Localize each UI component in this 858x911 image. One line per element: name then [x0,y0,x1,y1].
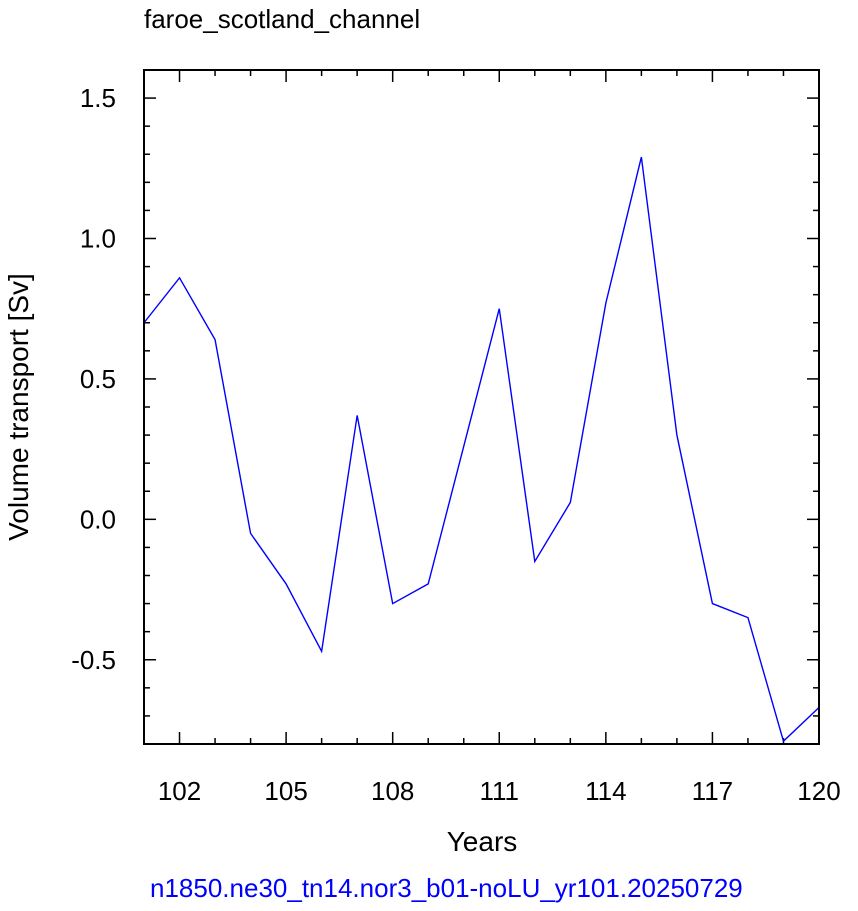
y-tick-label: 1.0 [80,224,116,254]
y-tick-label: 0.0 [80,504,116,534]
x-tick-label: 108 [371,776,414,806]
x-axis-title: Years [447,826,518,857]
plot-frame [143,69,820,745]
axis-ticks [143,69,820,745]
y-tick-label: 0.5 [80,364,116,394]
x-tick-label: 105 [264,776,307,806]
series-line [143,156,820,743]
x-tick-label: 117 [692,776,733,806]
x-tick-label: 102 [158,776,201,806]
case-name-label: n1850.ne30_tn14.nor3_b01-noLU_yr101.2025… [150,873,743,903]
y-tick-label: 1.5 [80,83,116,113]
x-tick-label: 114 [585,776,626,806]
x-tick-label: 120 [797,776,840,806]
y-tick-label: -0.5 [71,645,116,675]
y-axis-title: Volume transport [Sv] [3,273,34,541]
chart-title: faroe_scotland_channel [144,4,420,34]
tick-labels: 102 105 108 111 114 117 120 1.5 1.0 0.5 0.0 -0.5 [71,83,841,806]
x-tick-label: 111 [479,776,519,806]
